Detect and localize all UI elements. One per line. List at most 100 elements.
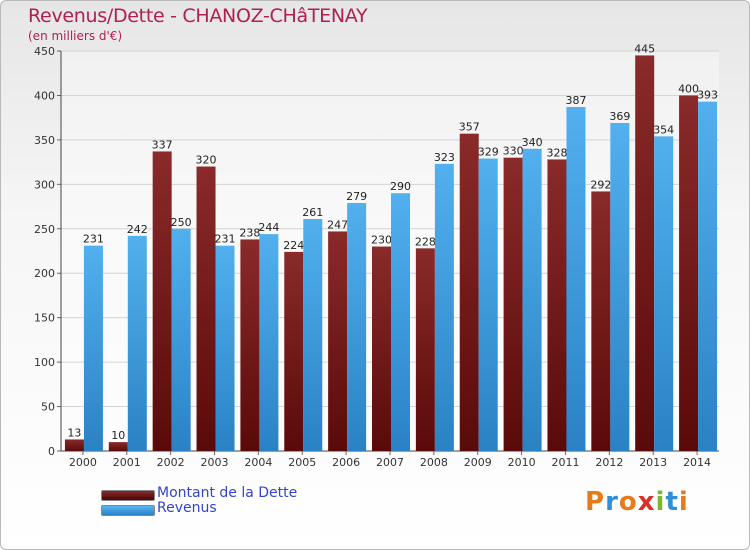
- value-label-revenus: 369: [609, 110, 630, 123]
- value-label-revenus: 340: [522, 136, 543, 149]
- bar-dette: [635, 55, 655, 451]
- y-tick-label: 150: [34, 312, 55, 325]
- x-tick-label: 2008: [420, 456, 448, 469]
- logo-letter: r: [605, 487, 619, 517]
- bar-revenus: [566, 107, 586, 451]
- y-tick-label: 100: [34, 356, 55, 369]
- value-label-dette: 224: [283, 239, 304, 252]
- value-label-dette: 292: [590, 178, 611, 191]
- y-tick-label: 350: [34, 134, 55, 147]
- x-tick-label: 2002: [157, 456, 185, 469]
- bar-revenus: [434, 163, 454, 451]
- bar-dette: [372, 246, 391, 451]
- bar-revenus: [698, 101, 718, 452]
- bar-revenus: [259, 234, 279, 451]
- x-tick-label: 2007: [376, 456, 404, 469]
- value-label-revenus: 250: [171, 216, 192, 229]
- bar-revenus: [171, 228, 191, 451]
- x-tick-label: 2013: [639, 456, 667, 469]
- bar-dette: [328, 231, 348, 451]
- bar-dette: [284, 251, 304, 451]
- y-tick-label: 250: [34, 223, 55, 236]
- bar-revenus: [654, 136, 674, 452]
- bar-dette: [240, 239, 260, 451]
- bar-dette: [152, 151, 172, 451]
- proxiti-logo: Proxiti: [585, 487, 689, 517]
- value-label-dette: 330: [503, 145, 524, 158]
- bar-dette: [547, 159, 567, 451]
- value-label-revenus: 261: [302, 206, 323, 219]
- value-label-dette: 328: [546, 146, 567, 159]
- bar-revenus: [303, 219, 323, 451]
- bar-dette: [459, 133, 479, 451]
- value-label-dette: 320: [196, 154, 217, 167]
- logo-letter: t: [665, 487, 679, 517]
- value-label-revenus: 231: [83, 233, 104, 246]
- bar-dette: [108, 442, 128, 451]
- x-tick-label: 2005: [288, 456, 316, 469]
- value-label-revenus: 244: [258, 221, 279, 234]
- value-label-dette: 337: [152, 138, 173, 151]
- value-label-revenus: 323: [434, 151, 455, 164]
- bar-revenus: [127, 235, 147, 451]
- value-label-dette: 13: [67, 426, 81, 439]
- legend-label-dette: Montant de la Dette: [157, 485, 298, 501]
- bar-revenus: [83, 245, 103, 451]
- bar-dette: [503, 157, 523, 451]
- x-tick-label: 2006: [332, 456, 360, 469]
- value-label-revenus: 393: [697, 89, 718, 102]
- y-tick-label: 300: [34, 178, 55, 191]
- value-label-revenus: 354: [653, 123, 674, 136]
- logo-letter: i: [655, 487, 666, 517]
- chart-subtitle: (en milliers d'€): [28, 29, 123, 43]
- x-tick-label: 2001: [113, 456, 141, 469]
- value-label-dette: 238: [239, 226, 260, 239]
- bar-dette: [679, 95, 699, 451]
- bar-revenus: [215, 245, 235, 451]
- bar-dette: [64, 439, 84, 451]
- value-label-revenus: 242: [127, 223, 148, 236]
- value-label-revenus: 387: [565, 94, 586, 107]
- chart-title: Revenus/Dette - CHANOZ-CHâTENAY: [28, 5, 368, 27]
- x-tick-label: 2009: [464, 456, 492, 469]
- bar-dette: [591, 191, 611, 451]
- legend-swatch-dette: [101, 490, 155, 501]
- y-tick-label: 0: [48, 445, 55, 458]
- bar-revenus: [522, 148, 542, 451]
- value-label-revenus: 290: [390, 180, 411, 193]
- logo-letter: i: [678, 487, 689, 517]
- x-tick-label: 2010: [508, 456, 536, 469]
- value-label-dette: 445: [634, 42, 655, 55]
- value-label-revenus: 279: [346, 190, 367, 203]
- value-label-dette: 230: [371, 234, 392, 247]
- legend-label-revenus: Revenus: [157, 500, 217, 516]
- x-tick-label: 2011: [551, 456, 579, 469]
- bar-dette: [196, 166, 216, 452]
- value-label-dette: 10: [111, 429, 125, 442]
- bar-revenus: [478, 158, 498, 452]
- bar-dette: [415, 248, 435, 451]
- x-tick-label: 2004: [244, 456, 272, 469]
- value-label-dette: 400: [678, 82, 699, 95]
- x-tick-label: 2003: [201, 456, 229, 469]
- value-label-dette: 247: [327, 218, 348, 231]
- y-tick-label: 400: [34, 89, 55, 102]
- x-tick-label: 2012: [595, 456, 623, 469]
- x-tick-label: 2000: [69, 456, 97, 469]
- y-tick-label: 450: [34, 45, 55, 58]
- bar-revenus: [347, 203, 367, 451]
- bar-revenus: [391, 193, 410, 451]
- value-label-revenus: 231: [215, 233, 236, 246]
- value-label-revenus: 329: [478, 146, 499, 159]
- logo-letter: P: [585, 487, 606, 517]
- value-label-dette: 357: [459, 121, 480, 134]
- x-tick-label: 2014: [683, 456, 711, 469]
- logo-letter: o: [618, 487, 638, 517]
- legend-swatch-revenus: [101, 505, 155, 516]
- logo-letter: x: [637, 487, 656, 517]
- y-tick-label: 50: [41, 401, 55, 414]
- bar-revenus: [610, 123, 630, 451]
- value-label-dette: 228: [415, 235, 436, 248]
